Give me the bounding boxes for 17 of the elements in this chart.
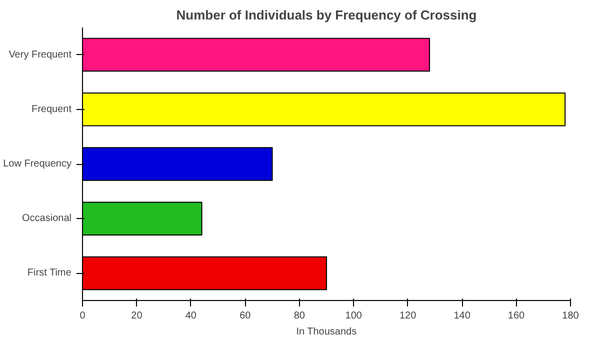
x-tick-label: 100 bbox=[345, 310, 362, 322]
x-tick-label: 160 bbox=[508, 310, 526, 322]
x-tick-label: 0 bbox=[80, 310, 86, 322]
x-tick-label: 40 bbox=[185, 310, 197, 322]
x-tick-label: 20 bbox=[131, 310, 143, 322]
y-tick-label: Occasional bbox=[22, 213, 72, 224]
x-tick-label: 120 bbox=[399, 310, 417, 322]
x-tick-label: 140 bbox=[454, 310, 471, 322]
x-axis-title: In Thousands bbox=[296, 326, 357, 338]
y-tick-label: Frequent bbox=[31, 104, 72, 115]
x-tick-label: 80 bbox=[294, 310, 306, 322]
x-tick-label: 180 bbox=[562, 310, 580, 322]
y-tick-label: Very Frequent bbox=[8, 49, 72, 60]
y-tick-label: Low Frequency bbox=[3, 158, 72, 170]
chart-title: Number of Individuals by Frequency of Crossing bbox=[176, 8, 477, 22]
x-tick-label: 60 bbox=[240, 310, 252, 322]
y-tick-label: First Time bbox=[27, 268, 72, 279]
